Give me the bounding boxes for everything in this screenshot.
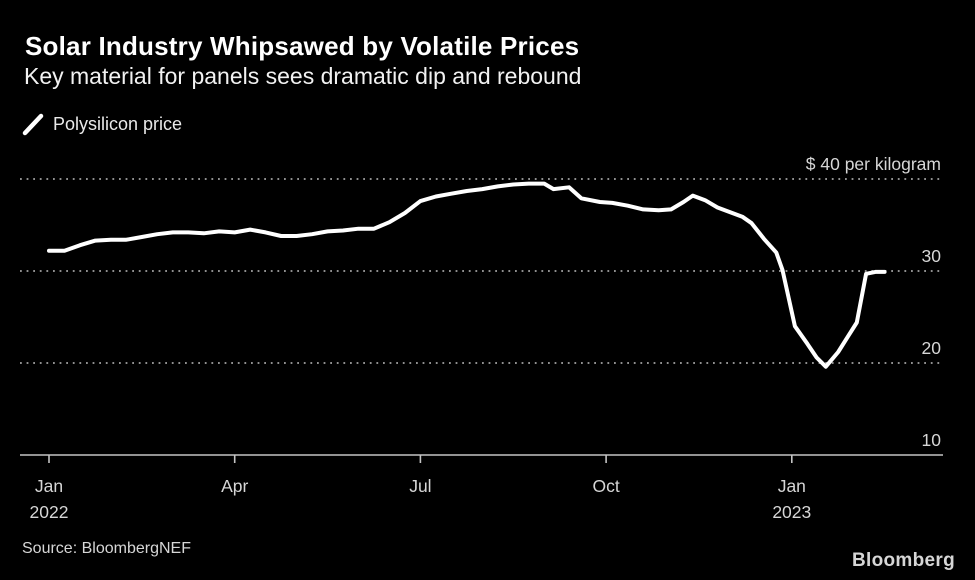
x-tick-label-jul: Jul: [409, 476, 431, 496]
chart-subtitle: Key material for panels sees dramatic di…: [24, 63, 582, 89]
y-tick-label-40: $ 40 per kilogram: [806, 154, 941, 174]
x-axis: [20, 454, 943, 463]
polysilicon-price-line: [47, 181, 887, 369]
x-axis-labels: Jan 2022 Apr Jul Oct Jan 2023: [30, 476, 812, 522]
chart-title: Solar Industry Whipsawed by Volatile Pri…: [25, 31, 580, 61]
legend: Polysilicon price: [22, 112, 182, 136]
legend-series-label: Polysilicon price: [53, 113, 183, 134]
x-tick-sublabel-2022: 2022: [30, 502, 69, 522]
x-tick-label-jan: Jan: [35, 476, 63, 496]
x-tick-label-apr: Apr: [221, 476, 248, 496]
y-tick-label-10: 10: [922, 430, 942, 450]
y-axis-labels: $ 40 per kilogram 30 20 10: [806, 154, 941, 450]
x-tick-label-oct: Oct: [592, 476, 619, 496]
x-tick-sublabel-2023: 2023: [772, 502, 811, 522]
bloomberg-logo: Bloomberg: [852, 550, 955, 571]
y-tick-label-30: 30: [922, 246, 942, 266]
x-tick-label-jan: Jan: [778, 476, 806, 496]
y-tick-label-20: 20: [922, 338, 942, 358]
gridlines: [20, 178, 943, 364]
source-note: Source: BloombergNEF: [22, 540, 191, 557]
legend-line-icon: [22, 113, 44, 136]
